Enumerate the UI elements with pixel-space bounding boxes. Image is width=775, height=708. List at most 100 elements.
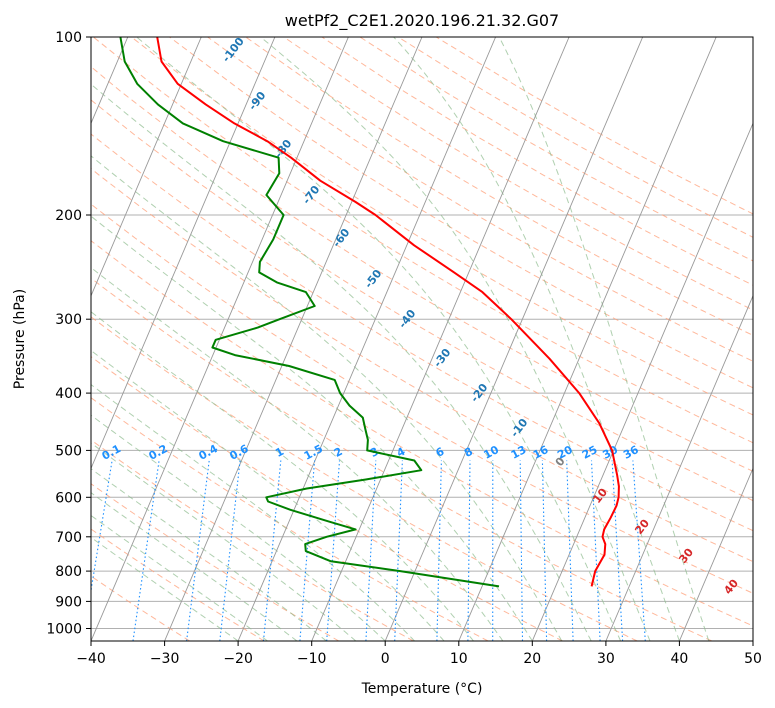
- mixing-ratio-line: [394, 460, 403, 641]
- moist-adiabat-line: [91, 155, 563, 641]
- mixing-ratio-label: 0.4: [197, 442, 221, 463]
- mixing-ratio-line: [467, 460, 471, 641]
- mixing-ratio-label: 0.1: [100, 442, 123, 463]
- isotherm-line: [91, 37, 202, 297]
- mixing-ratio-line: [436, 460, 442, 641]
- x-tick-label: 40: [670, 651, 688, 667]
- dry-adiabat-line: [91, 575, 190, 641]
- mixing-ratio-label: 6: [434, 445, 447, 460]
- y-tick-label: 500: [55, 443, 82, 459]
- isotherm-line: [91, 37, 276, 470]
- isotherm-label: -40: [396, 307, 419, 331]
- dry-adiabat-line: [245, 37, 753, 336]
- x-tick-label: 10: [450, 651, 468, 667]
- dry-adiabat-line: [91, 439, 414, 641]
- dry-adiabat-line: [91, 483, 340, 641]
- dry-adiabat-line: [321, 37, 753, 286]
- isotherm-line: [164, 37, 423, 641]
- y-tick-label: 800: [55, 564, 82, 580]
- y-tick-label: 300: [55, 312, 82, 328]
- dry-adiabat-line: [92, 37, 753, 444]
- y-tick-label: 1000: [46, 622, 82, 638]
- x-tick-label: −30: [150, 651, 180, 667]
- moist-adiabat-line: [91, 492, 298, 641]
- temperature-trace: [156, 37, 620, 587]
- chart-title: wetPf2_C2E1.2020.196.21.32.G07: [285, 11, 559, 31]
- mixing-ratio-label: 13: [509, 443, 529, 462]
- mixing-ratio-label: 10: [481, 443, 501, 462]
- moist-adiabat-line: [91, 468, 327, 641]
- isotherm-line: [678, 467, 753, 641]
- dry-adiabat-line: [91, 356, 563, 641]
- moist-adiabat-line: [136, 37, 622, 641]
- isotherm-line: [311, 37, 570, 641]
- mixing-ratio-label: 36: [621, 443, 641, 462]
- y-tick-label: 200: [55, 208, 82, 224]
- mixing-ratio-label: 30: [600, 443, 620, 462]
- moist-adiabat-line: [393, 37, 680, 641]
- isotherm-line: [531, 122, 753, 641]
- isotherm-label-warm: 30: [676, 546, 696, 566]
- moist-adiabat-line: [91, 83, 592, 641]
- dry-adiabats: [91, 37, 753, 641]
- x-axis-ticks: −40 −30 −20 −10 0 10 20 30 40 50: [76, 641, 762, 667]
- mixing-ratio-lines: [91, 460, 646, 641]
- dewpoint-trace: [119, 37, 500, 588]
- y-tick-label: 600: [55, 490, 82, 506]
- moist-adiabats: [91, 37, 710, 641]
- x-tick-label: 20: [523, 651, 541, 667]
- moist-adiabat-line: [91, 414, 386, 641]
- mixing-ratio-line: [91, 460, 113, 594]
- dry-adiabat-line: [131, 37, 753, 416]
- mixing-ratio-label: 0.2: [146, 442, 169, 463]
- moist-adiabat-line: [260, 37, 651, 641]
- isotherm-label: -50: [362, 267, 385, 291]
- dry-adiabat-line: [91, 99, 753, 502]
- moist-adiabat-line: [91, 514, 268, 641]
- mixing-ratio-line: [262, 460, 282, 641]
- dry-adiabat-line: [91, 203, 753, 594]
- isotherm-label: -60: [330, 226, 353, 250]
- isotherm-line: [605, 294, 753, 641]
- mixing-ratio-label: 0.6: [227, 442, 251, 463]
- moist-adiabat-line: [91, 536, 239, 641]
- isotherm-line: [752, 639, 753, 641]
- moist-adiabat-line: [91, 383, 415, 641]
- mixing-ratio-line: [566, 460, 574, 641]
- mixing-ratio-label: 16: [531, 443, 551, 462]
- y-tick-label: 400: [55, 386, 82, 402]
- isotherm-label: -100: [220, 35, 247, 65]
- y-tick-label: 100: [55, 30, 82, 46]
- isotherm-line: [384, 37, 644, 641]
- dry-adiabat-line: [91, 528, 265, 641]
- x-tick-label: 0: [381, 651, 390, 667]
- moist-adiabat-line: [91, 215, 533, 641]
- isotherm-label: -90: [246, 89, 269, 113]
- dry-adiabat-line: [91, 277, 713, 641]
- x-tick-label: 50: [744, 651, 762, 667]
- isotherm-label-warm: 40: [721, 577, 741, 597]
- isotherm-label-warm: 20: [632, 517, 652, 537]
- x-tick-label: 30: [597, 651, 615, 667]
- x-tick-label: −40: [76, 651, 106, 667]
- x-tick-label: −20: [223, 651, 253, 667]
- y-axis-ticks: 100 200 300 400 500 600 700 800 900 1000: [46, 30, 91, 638]
- dry-adiabat-line: [91, 240, 753, 627]
- moist-adiabat-line: [91, 349, 445, 641]
- dry-adiabat-line: [91, 167, 753, 563]
- mixing-ratio-line: [326, 460, 341, 641]
- isotherm-line: [237, 37, 497, 641]
- mixing-ratio-label: 20: [555, 443, 575, 462]
- x-tick-label: −10: [297, 651, 327, 667]
- moist-adiabat-line: [91, 266, 504, 641]
- mixing-ratio-label: 25: [580, 443, 600, 462]
- x-axis-label: Temperature (°C): [361, 681, 483, 697]
- isotherm-label: -30: [431, 346, 454, 370]
- mixing-ratio-label: 1: [273, 445, 286, 460]
- y-axis-label: Pressure (hPa): [12, 289, 28, 389]
- isotherms: [91, 37, 753, 641]
- y-tick-label: 900: [55, 594, 82, 610]
- dry-adiabat-line: [283, 37, 753, 311]
- pressure-grid: [91, 37, 753, 629]
